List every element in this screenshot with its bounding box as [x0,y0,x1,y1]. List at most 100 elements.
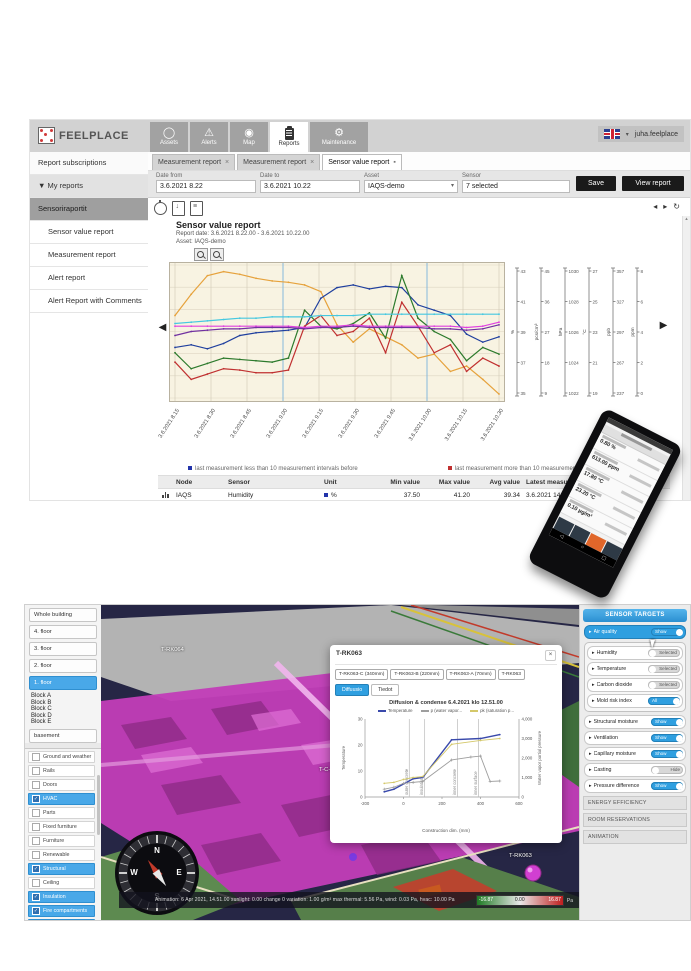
collapsed-section-animation[interactable]: ANIMATION [583,830,687,844]
sensor-multiselect[interactable]: 7 selected [462,180,570,193]
checkbox-icon[interactable] [32,752,40,761]
sidebar-item-report-subscriptions[interactable]: Report subscriptions [30,152,148,175]
tab-sensor-value-report[interactable]: Sensor value report ▪ [322,154,402,170]
dialog-tab[interactable]: T-RK063-C (340mm) [335,669,389,680]
sensor-target-row[interactable]: ▸ Ventilation Show [584,731,686,745]
checkbox-icon[interactable] [32,836,40,845]
zoom-out-button[interactable] [210,248,224,261]
dialog-subtab[interactable]: Tiedot [371,684,400,696]
checkbox-icon[interactable]: ✓ [32,892,40,901]
android-recents-icon[interactable]: ▢ [600,554,608,563]
checkbox-icon[interactable]: ✓ [32,794,40,803]
page-prev-icon[interactable]: ◂ [653,202,658,211]
chart-prev-arrow[interactable]: ◀ [158,322,167,333]
tab-measurement-report-2[interactable]: Measurement report × [237,154,321,170]
refresh-icon[interactable]: ↻ [673,202,680,211]
export-file-icon[interactable] [190,201,203,216]
basement-button[interactable]: basement [29,728,97,743]
sensor-target-row[interactable]: ▸ Temperature Selected [587,662,683,676]
chart-next-arrow[interactable]: ▶ [659,320,668,331]
checkbox-icon[interactable]: ✓ [32,906,40,915]
page-next-icon[interactable]: ▸ [663,202,668,211]
layer-toggle[interactable]: ✓ Fire compartments [28,904,95,917]
sidebar-item-alert-report-comments[interactable]: Alert Report with Comments [30,290,148,313]
toggle-selected[interactable]: Selected [648,681,680,689]
sensor-target-row[interactable]: ▸ Carbon dioxide Selected [587,678,683,692]
sidebar-item-alert-report[interactable]: Alert report [30,267,148,290]
date-to-input[interactable]: 3.6.2021 10.22 [260,180,360,193]
layer-toggle[interactable]: Ceiling [28,876,95,889]
layer-toggle[interactable]: Parts [28,806,95,819]
collapsed-section-room-reservations[interactable]: ROOM RESERVATIONS [583,813,687,827]
dialog-tab[interactable]: T-RK063-A (70mm) [445,669,496,680]
close-icon[interactable]: × [310,159,315,166]
checkbox-icon[interactable] [32,878,40,887]
sensor-target-row[interactable]: ▸ Casting Hide [584,763,686,777]
toggle-all[interactable]: All [648,697,680,705]
floor-button[interactable]: 4. floor [29,625,97,639]
checkbox-icon[interactable] [32,780,40,789]
layer-toggle[interactable]: Furniture [28,834,95,847]
user-menu[interactable]: ▾ juha.feelplace [597,126,684,142]
sidebar-item-sensor-value-report[interactable]: Sensor value report [30,221,148,244]
sensor-target-row[interactable]: ▸ Air quality Show [584,625,686,639]
layer-toggle[interactable]: Fixed furniture [28,820,95,833]
nav-tab-maintenance[interactable]: ⚙ Maintenance [310,122,368,152]
save-button[interactable]: Save [576,176,616,191]
vertical-scrollbar[interactable]: ▴ [682,216,690,500]
export-pdf-icon[interactable] [172,201,185,216]
sidebar-item-sensoriraportit[interactable]: Sensoriraportit [30,198,148,221]
tab-measurement-report-1[interactable]: Measurement report × [152,154,236,170]
asset-select[interactable]: IAQS-demo ▾ [364,180,458,193]
toggle-selected[interactable]: Selected [648,649,680,657]
toggle-show[interactable]: Show [651,782,683,790]
view-report-button[interactable]: View report [622,176,684,191]
sensor-target-row[interactable]: ▸ Structural moisture Show [584,715,686,729]
layer-toggle[interactable]: ✓ HVAC [28,792,95,805]
layer-toggle[interactable]: Rails [28,764,95,777]
layer-toggle[interactable]: Ground and weather [28,750,95,763]
sensor-target-row[interactable]: ▸ Capillary moisture Show [584,747,686,761]
block-link[interactable]: Block E [31,719,52,725]
checkbox-icon[interactable] [32,822,40,831]
block-link[interactable]: Block D [31,712,52,719]
checkbox-icon[interactable] [32,766,40,775]
toggle-show[interactable]: Show [651,628,683,636]
nav-tab-alerts[interactable]: ⚠ Alerts [190,122,228,152]
toggle-show[interactable]: Show [651,750,683,758]
row-chart-icon[interactable] [158,491,176,500]
toggle-show[interactable]: Show [651,718,683,726]
table-row[interactable]: IAQS Humidity% 37.50 41.20 39.34 3.6.2021 14.… [158,489,670,501]
toggle-selected[interactable]: Selected [648,665,680,673]
dialog-tab[interactable]: T-RK063-B (220mm) [390,669,444,680]
toggle-hide[interactable]: Hide [651,766,683,774]
layer-toggle[interactable]: ✓ Insulation [28,890,95,903]
layer-toggle[interactable]: Renewable [28,848,95,861]
block-link[interactable]: Block B [31,699,52,706]
android-home-icon[interactable]: ○ [579,544,586,551]
sidebar-group-my-reports[interactable]: ▼ My reports [30,175,148,198]
nav-tab-assets[interactable]: ◯ Assets [150,122,188,152]
collapsed-section-energy-efficiency[interactable]: ENERGY EFFICIENCY [583,796,687,810]
layer-toggle[interactable]: Doors [28,778,95,791]
close-icon[interactable]: ▪ [393,159,396,166]
sensor-target-row[interactable]: ▸ Pressure difference Show [584,779,686,793]
sensor-targets-header[interactable]: SENSOR TARGETS [583,609,687,622]
checkbox-icon[interactable] [32,850,40,859]
floor-button[interactable]: 3. floor [29,642,97,656]
nav-tab-reports[interactable]: Reports [270,122,308,152]
checkbox-icon[interactable] [32,808,40,817]
close-icon[interactable]: × [225,159,230,166]
toggle-show[interactable]: Show [651,734,683,742]
sidebar-item-measurement-report[interactable]: Measurement report [30,244,148,267]
sensor-target-row[interactable]: ▸ Humidity Selected [587,646,683,660]
zoom-in-button[interactable] [194,248,208,261]
layer-toggle[interactable]: ✓ Structural [28,862,95,875]
close-icon[interactable]: × [545,650,556,661]
layer-toggle[interactable]: ✓Repairs [28,918,95,920]
android-back-icon[interactable]: ◁ [558,533,565,541]
floor-button[interactable]: Whole building [29,608,97,622]
dialog-subtab[interactable]: Diffuusio [335,684,370,696]
layer-scrollbar[interactable] [97,775,100,835]
sensor-target-row[interactable]: ▸ Mold risk index All [587,694,683,708]
